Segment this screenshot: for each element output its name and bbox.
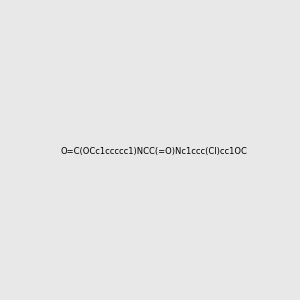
Text: O=C(OCc1ccccc1)NCC(=O)Nc1ccc(Cl)cc1OC: O=C(OCc1ccccc1)NCC(=O)Nc1ccc(Cl)cc1OC bbox=[60, 147, 247, 156]
